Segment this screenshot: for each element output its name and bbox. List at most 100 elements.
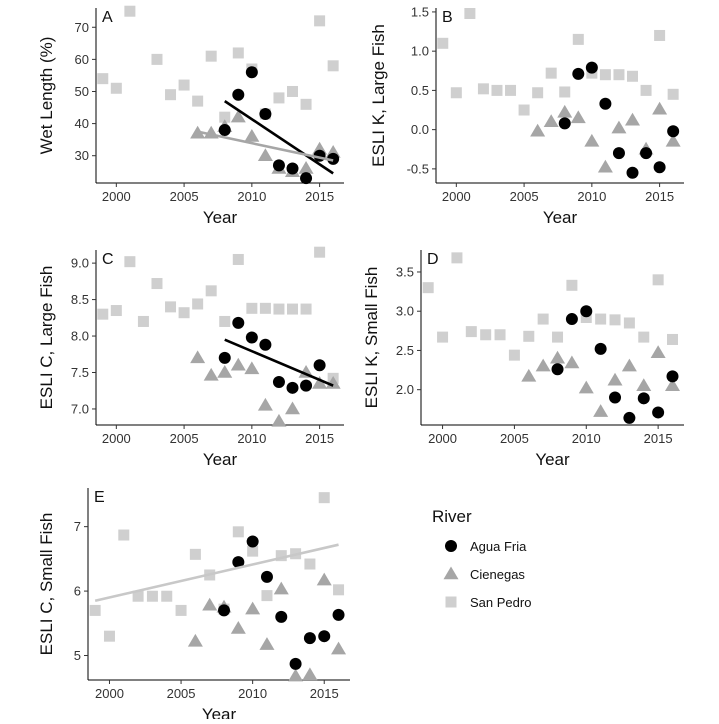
point-san-pedro — [491, 84, 503, 96]
point-cienegas — [607, 372, 623, 386]
point-san-pedro — [640, 84, 652, 96]
panel-e: E 2000 2005 2010 2015 5 6 7 Year ESLI C, Small Fi… — [37, 488, 350, 724]
y-tick-label: 7.0 — [71, 401, 89, 416]
point-agua-fria — [232, 316, 245, 329]
point-agua-fria — [272, 159, 285, 172]
point-cienegas — [257, 148, 273, 161]
point-cienegas — [312, 375, 328, 389]
point-agua-fria — [332, 608, 345, 621]
point-cienegas — [288, 668, 304, 682]
y-tick-label: 0.5 — [411, 83, 429, 98]
legend-key-san-pedro — [445, 596, 457, 608]
point-agua-fria — [327, 152, 340, 165]
point-agua-fria — [551, 363, 564, 376]
point-cienegas — [665, 378, 681, 392]
point-san-pedro — [273, 303, 285, 315]
point-agua-fria — [652, 406, 665, 419]
y-axis-title: ESLI C, Large Fish — [37, 266, 56, 410]
point-cienegas — [521, 368, 537, 382]
panel-d: D 2000 2005 2010 2015 2.0 2.5 3.0 3.5 Year ESLI K,… — [362, 250, 684, 469]
y-axis-title: ESLI K, Small Fish — [362, 267, 381, 409]
point-agua-fria — [666, 370, 679, 383]
point-agua-fria — [232, 556, 245, 569]
point-agua-fria — [300, 379, 313, 392]
y-tick-label: 70 — [75, 20, 89, 35]
point-cienegas — [230, 109, 246, 123]
point-san-pedro — [595, 313, 607, 325]
point-agua-fria — [245, 66, 258, 79]
point-san-pedro — [667, 88, 679, 100]
x-tick-label: 2010 — [577, 189, 606, 204]
point-cienegas — [593, 404, 609, 417]
point-cienegas — [621, 358, 637, 372]
point-cienegas — [597, 159, 613, 173]
legend-label-cienegas: Cienegas — [470, 567, 525, 582]
point-san-pedro — [494, 329, 506, 341]
y-tick-label: 50 — [75, 84, 89, 99]
point-agua-fria — [558, 117, 571, 130]
trend-line-agua-fria — [224, 338, 334, 387]
point-san-pedro — [623, 317, 635, 329]
point-san-pedro — [178, 307, 190, 319]
legend-key-cienegas — [443, 566, 459, 580]
point-cienegas — [611, 120, 627, 134]
y-tick-label: 60 — [75, 52, 89, 67]
point-san-pedro — [192, 95, 204, 107]
point-san-pedro — [103, 630, 115, 642]
point-san-pedro — [545, 67, 557, 79]
point-cienegas — [259, 637, 275, 650]
point-agua-fria — [585, 61, 598, 74]
point-san-pedro — [566, 279, 578, 291]
y-tick-label: 1.0 — [411, 44, 429, 59]
point-san-pedro — [165, 301, 177, 313]
point-san-pedro — [304, 558, 316, 570]
point-san-pedro — [219, 315, 231, 327]
legend-label-san-pedro: San Pedro — [470, 595, 531, 610]
point-san-pedro — [175, 604, 187, 616]
y-tick-label: 3.5 — [396, 264, 414, 279]
panel-a: A 2000 2005 2010 2015 30 40 50 60 70 Year Wet Lengt… — [37, 5, 344, 227]
point-san-pedro — [599, 69, 611, 81]
point-san-pedro — [287, 85, 299, 97]
y-tick-label: 6 — [74, 584, 81, 599]
point-agua-fria — [218, 604, 231, 617]
point-cienegas — [190, 350, 206, 364]
point-san-pedro — [318, 492, 330, 504]
x-tick-label: 2015 — [645, 189, 674, 204]
point-san-pedro — [137, 315, 149, 327]
point-agua-fria — [626, 166, 639, 179]
point-agua-fria — [286, 381, 299, 394]
point-agua-fria — [599, 97, 612, 110]
trend-line-san-pedro — [94, 543, 339, 603]
point-san-pedro — [609, 314, 621, 326]
point-cienegas — [285, 401, 301, 415]
y-axis-title: ESLI K, Large Fish — [369, 24, 388, 167]
point-san-pedro — [151, 278, 163, 290]
point-cienegas — [535, 358, 551, 372]
x-tick-label: 2000 — [102, 189, 131, 204]
y-tick-label: 30 — [75, 148, 89, 163]
point-agua-fria — [580, 305, 593, 318]
point-agua-fria — [594, 342, 607, 355]
point-cienegas — [298, 161, 314, 174]
point-san-pedro — [580, 311, 592, 323]
point-cienegas — [578, 380, 594, 394]
point-san-pedro — [480, 329, 492, 341]
point-san-pedro — [627, 70, 639, 82]
point-san-pedro — [110, 305, 122, 317]
point-cienegas — [652, 101, 668, 115]
x-tick-label: 2005 — [170, 189, 199, 204]
point-agua-fria — [637, 392, 650, 405]
point-san-pedro — [300, 98, 312, 110]
point-san-pedro — [464, 7, 476, 19]
point-san-pedro — [89, 604, 101, 616]
point-agua-fria — [246, 535, 259, 548]
point-cienegas — [665, 133, 681, 147]
point-agua-fria — [653, 161, 666, 174]
point-agua-fria — [612, 147, 625, 160]
point-san-pedro — [638, 331, 650, 343]
x-axis-title: Year — [202, 705, 237, 719]
y-axis-title: ESLI C, Small Fish — [37, 513, 56, 656]
